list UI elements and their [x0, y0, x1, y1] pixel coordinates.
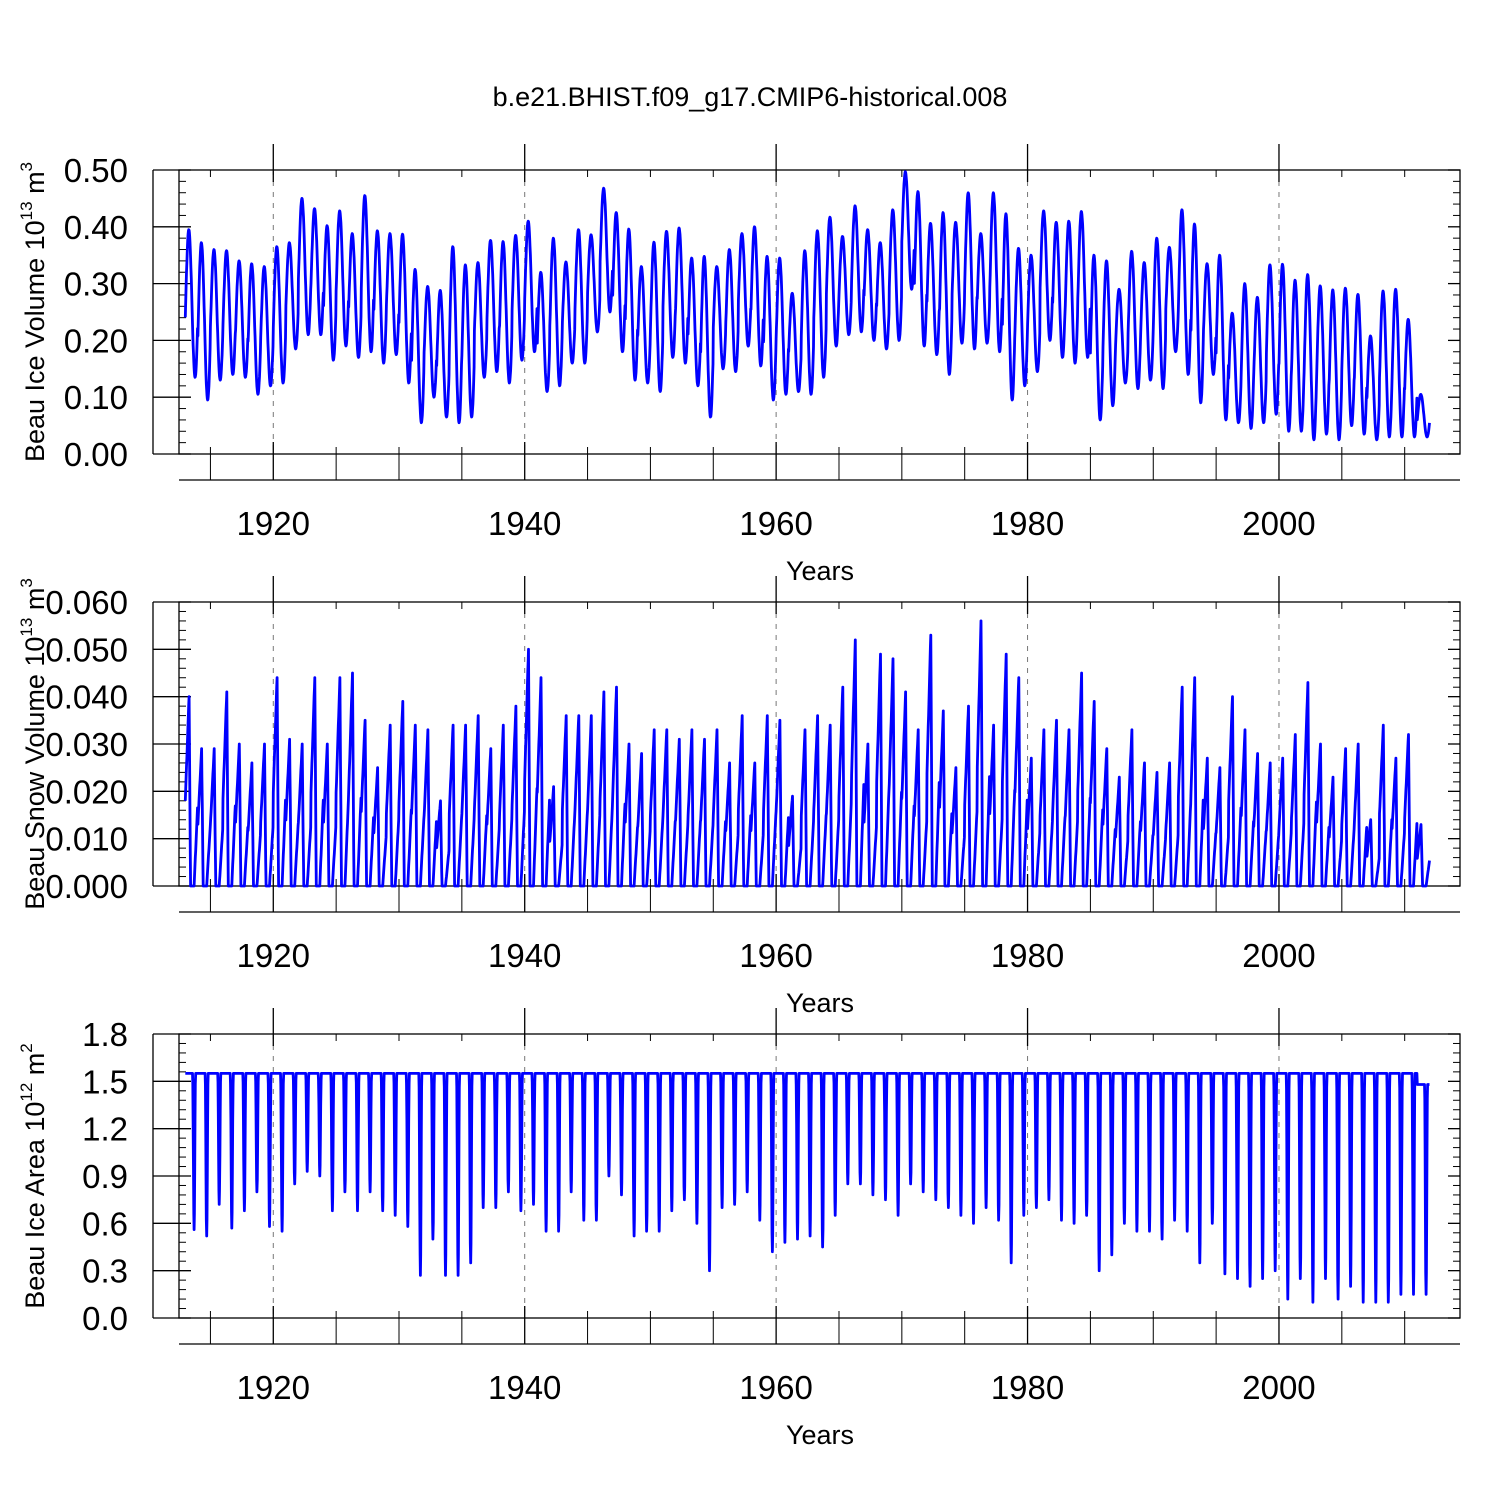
- y-tick-label: 0.6: [82, 1205, 128, 1242]
- y-tick-label: 0.00: [64, 436, 128, 473]
- y-tick-label: 1.2: [82, 1111, 128, 1148]
- y-axis-title-exponent: 13: [17, 618, 36, 637]
- x-axis-title: Years: [786, 1420, 854, 1450]
- y-tick-label: 0.50: [64, 152, 128, 189]
- x-tick-label: 1920: [237, 937, 310, 974]
- y-tick-label: 0.040: [45, 679, 128, 716]
- y-tick-label: 1.8: [82, 1016, 128, 1053]
- y-axis-title-unit: m: [20, 588, 50, 618]
- y-axis-title-unit: m: [20, 1053, 50, 1083]
- series-line-ice-area: [184, 1072, 1431, 1304]
- x-tick-label: 2000: [1242, 1369, 1315, 1406]
- y-tick-label: 0.060: [45, 584, 128, 621]
- x-tick-label: 1940: [488, 937, 561, 974]
- y-axis-title-text: Beau Snow Volume 10: [20, 637, 50, 910]
- plot-frame: [178, 169, 1461, 455]
- x-axis-title: Years: [786, 988, 854, 1018]
- y-axis-title-exponent: 13: [17, 201, 36, 220]
- y-axis-title-unit: m: [20, 171, 50, 201]
- y-tick-label: 0.010: [45, 821, 128, 858]
- y-axis-title: Beau Ice Area 1012 m2: [17, 1043, 50, 1309]
- x-tick-label: 1920: [237, 505, 310, 542]
- y-axis-title-unit-exponent: 3: [17, 162, 36, 171]
- y-axis-title-text: Beau Ice Area 10: [20, 1102, 50, 1309]
- x-tick-label: 1940: [488, 1369, 561, 1406]
- x-tick-label: 1960: [739, 505, 812, 542]
- y-tick-label: 0.3: [82, 1253, 128, 1290]
- y-tick-label: 0.000: [45, 868, 128, 905]
- y-tick-label: 0.40: [64, 209, 128, 246]
- x-tick-label: 2000: [1242, 505, 1315, 542]
- x-tick-label: 1960: [739, 937, 812, 974]
- y-tick-label: 0.9: [82, 1158, 128, 1195]
- panel-ice-volume: 0.00 0.10 0.20 0.30 0.40 0.50 1920 1940 1960 1980…: [17, 144, 1461, 586]
- panels: 0.00 0.10 0.20 0.30 0.40 0.50 1920 1940 1960 1980…: [17, 144, 1461, 1450]
- panel-ice-area: 0.0 0.3 0.6 0.9 1.2 1.5 1.8 1920 1940 1960 1980 200…: [17, 1008, 1461, 1450]
- y-axis-title-exponent: 12: [17, 1083, 36, 1102]
- y-tick-label: 0.020: [45, 773, 128, 810]
- x-tick-label: 1960: [739, 1369, 812, 1406]
- chart-title: b.e21.BHIST.f09_g17.CMIP6-historical.008: [493, 82, 1008, 112]
- series-line-snow-volume: [183, 619, 1431, 888]
- y-axis-title-unit-exponent: 2: [17, 1043, 36, 1052]
- x-tick-label: 1980: [991, 937, 1064, 974]
- y-tick-label: 0.030: [45, 726, 128, 763]
- y-axis-title: Beau Ice Volume 1013 m3: [17, 162, 50, 462]
- x-tick-label: 1980: [991, 505, 1064, 542]
- y-tick-label: 0.10: [64, 379, 128, 416]
- y-tick-label: 0.0: [82, 1300, 128, 1337]
- y-tick-label: 0.050: [45, 631, 128, 668]
- y-tick-label: 0.20: [64, 322, 128, 359]
- y-axis-title-unit-exponent: 3: [17, 578, 36, 587]
- y-axis-title: Beau Snow Volume 1013 m3: [17, 578, 50, 910]
- y-axis-title-text: Beau Ice Volume 10: [20, 220, 50, 462]
- x-tick-label: 1940: [488, 505, 561, 542]
- y-tick-label: 1.5: [82, 1063, 128, 1100]
- series-line-ice-volume: [183, 170, 1431, 442]
- panel-snow-volume: 0.000 0.010 0.020 0.030 0.040 0.050 0.060 1920 1…: [17, 576, 1461, 1018]
- x-axis-title: Years: [786, 556, 854, 586]
- x-tick-label: 1980: [991, 1369, 1064, 1406]
- x-tick-label: 2000: [1242, 937, 1315, 974]
- y-tick-label: 0.30: [64, 266, 128, 303]
- x-tick-label: 1920: [237, 1369, 310, 1406]
